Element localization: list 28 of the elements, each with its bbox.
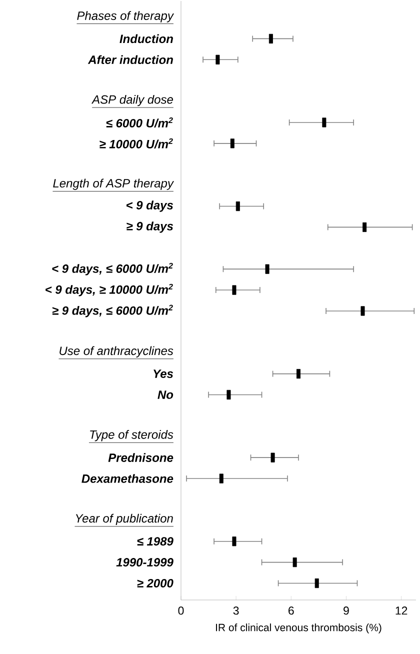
y-tick-label: Phases of therapy [77, 11, 174, 22]
y-tick-label: ≥ 10000 U/m$^{2}$ [100, 138, 173, 149]
y-tick-label: ≤ 6000 U/m$^{2}$ [106, 117, 173, 128]
y-tick-label: < 9 days [126, 200, 174, 212]
y-tick-label: Use of anthracyclines [60, 346, 174, 358]
y-tick-label: ≥ 9 days [126, 222, 174, 233]
y-tick-label: Yes [154, 370, 174, 378]
y-tick-label: 1990-1999 [116, 558, 174, 567]
y-tick-label: ASP daily dose [91, 94, 173, 106]
y-tick-label: < 9 days, ≥ 10000 U/m$^{2}$ [46, 284, 173, 296]
y-tick-label: Year of publication [76, 514, 173, 525]
y-tick-label: Prednisone [108, 453, 174, 462]
x-tick-label: 3 [233, 606, 239, 615]
y-tick-label: Length of ASP therapy [53, 178, 174, 190]
y-tick-label: Induction [120, 34, 173, 44]
y-tick-label: ≥ 2000 [137, 578, 174, 588]
x-tick-label: 0 [178, 606, 184, 615]
y-tick-label: Type of steroids [90, 430, 174, 442]
y-tick-label: ≤ 1989 [137, 537, 174, 546]
y-tick-label: ≥ 9 days, ≤ 6000 U/m$^{2}$ [52, 304, 173, 318]
x-tick-label: 6 [288, 606, 294, 615]
x-tick-label: 9 [344, 606, 349, 615]
y-tick-label: Dexamethasone [82, 474, 174, 483]
x-tick-label: 12 [396, 606, 408, 615]
x-axis-title: IR of clinical venous thrombosis (%) [216, 624, 382, 634]
y-tick-label: No [158, 390, 174, 399]
y-tick-label: After induction [88, 55, 173, 64]
y-tick-label: < 9 days, ≤ 6000 U/m$^{2}$ [52, 262, 173, 276]
